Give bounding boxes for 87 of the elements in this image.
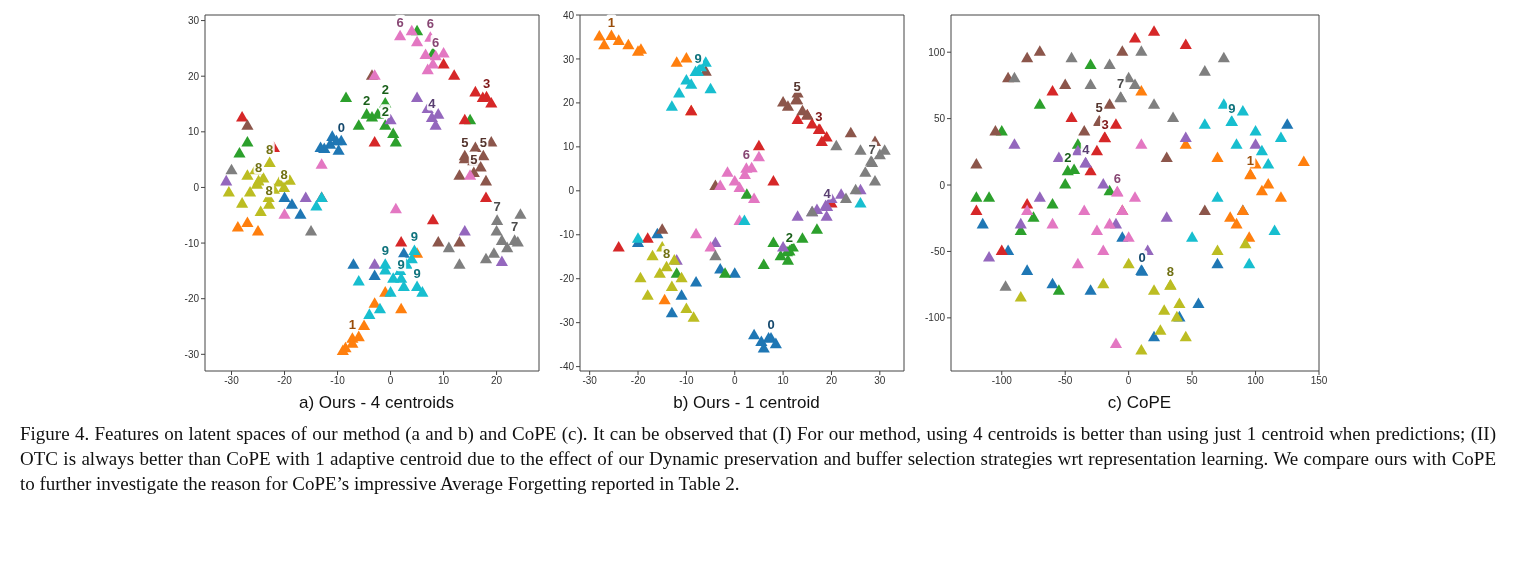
series-label: 0 bbox=[767, 316, 775, 332]
annotation: 8 bbox=[266, 141, 274, 157]
series-label: 7 bbox=[1116, 76, 1125, 92]
y-tick-label: 20 bbox=[187, 70, 200, 82]
x-tick-label: -50 bbox=[1057, 375, 1073, 387]
annotation: 7 bbox=[493, 199, 501, 215]
series-label: 7 bbox=[868, 141, 876, 157]
series-label: 2 bbox=[785, 229, 794, 245]
series-label: 2 bbox=[381, 104, 389, 120]
y-tick-label: -30 bbox=[559, 317, 575, 329]
caption: Figure 4. Features on latent spaces of our method (a and b) and CoPE (c). It can be observed that (I) For our method, using 4 centroids is better than using just 1 centroid when predictions; (II) OTC is always better than CoPE with 1 adaptive centroid due to the effect of our Dynamic preservation and buffer selection strategies wrt representation learning. We compare ours with CoPE to further investigate the reason for CoPE’s impressive Average Forgetting reported in Table 2. bbox=[19, 422, 1497, 496]
y-tick-label: 100 bbox=[928, 46, 946, 58]
series-label: 2 bbox=[1064, 149, 1072, 165]
x-tick-label: -100 bbox=[991, 375, 1013, 387]
series-label: 1 bbox=[607, 14, 616, 30]
series-label: 5 bbox=[793, 78, 801, 94]
x-tick-label: -20 bbox=[277, 375, 293, 387]
x-tick-label: -10 bbox=[679, 375, 695, 387]
x-tick-label: 0 bbox=[731, 375, 738, 387]
y-tick-label: 30 bbox=[562, 53, 575, 65]
series-label: 4 bbox=[823, 185, 832, 201]
series-label: 7 bbox=[511, 219, 519, 235]
x-tick-label: 0 bbox=[387, 375, 394, 387]
x-axis-title: b) Ours - 1 centroid bbox=[672, 393, 821, 413]
x-tick-label: -20 bbox=[630, 375, 646, 387]
y-tick-label: 0 bbox=[939, 179, 946, 191]
x-tick-label: 100 bbox=[1247, 375, 1265, 387]
y-tick-label: 10 bbox=[562, 141, 575, 153]
y-tick-label: 20 bbox=[562, 97, 575, 109]
series-label: 0 bbox=[337, 119, 345, 135]
x-tick-label: 10 bbox=[438, 375, 450, 387]
y-tick-label: 40 bbox=[562, 9, 575, 21]
series-label: 9 bbox=[1228, 100, 1236, 116]
annotation: 2 bbox=[363, 93, 371, 109]
y-tick-label: 10 bbox=[187, 126, 200, 138]
annotation: 6 bbox=[426, 16, 434, 32]
x-tick-label: -30 bbox=[224, 375, 240, 387]
y-tick-label: -20 bbox=[184, 293, 200, 305]
series-label: 3 bbox=[1101, 116, 1109, 132]
y-tick-label: 0 bbox=[193, 181, 200, 193]
x-tick-label: 20 bbox=[825, 375, 838, 387]
x-tick-label: 50 bbox=[1186, 375, 1199, 387]
x-tick-label: 150 bbox=[1310, 375, 1328, 387]
y-tick-label: 30 bbox=[187, 15, 200, 27]
y-tick-label: -100 bbox=[924, 312, 946, 324]
y-tick-label: -50 bbox=[930, 246, 946, 257]
annotation: 8 bbox=[280, 166, 288, 182]
series-label: 5 bbox=[1095, 99, 1103, 115]
x-tick-label: 20 bbox=[491, 375, 503, 387]
annotation: 8 bbox=[254, 159, 263, 175]
x-tick-label: -30 bbox=[582, 375, 598, 387]
annotation: 2 bbox=[381, 82, 389, 97]
x-axis-title: a) Ours - 4 centroids bbox=[298, 393, 455, 413]
series-label: 3 bbox=[482, 75, 491, 91]
annotation: 5 bbox=[461, 134, 469, 150]
x-axis-title: c) CoPE bbox=[1106, 393, 1173, 413]
series-label: 9 bbox=[397, 257, 405, 273]
series-label: 8 bbox=[265, 183, 273, 199]
x-tick-label: 0 bbox=[1125, 375, 1132, 387]
series-label: 1 bbox=[1246, 153, 1254, 169]
series-label: 3 bbox=[815, 108, 823, 124]
y-tick-label: 50 bbox=[933, 113, 946, 125]
annotation: 9 bbox=[381, 243, 389, 259]
series-label: 9 bbox=[694, 50, 702, 66]
series-label: 6 bbox=[742, 147, 750, 163]
y-tick-label: 0 bbox=[568, 185, 575, 197]
annotation: 9 bbox=[413, 265, 421, 281]
series-label: 4 bbox=[1082, 142, 1091, 158]
series-label: 6 bbox=[432, 34, 440, 50]
series-label: 1 bbox=[348, 317, 356, 333]
series-label: 6 bbox=[1113, 170, 1121, 186]
y-tick-label: -40 bbox=[559, 361, 575, 373]
annotation: 5 bbox=[479, 134, 487, 150]
series-label: 8 bbox=[1166, 264, 1174, 280]
y-tick-label: -10 bbox=[184, 237, 200, 249]
annotation: 9 bbox=[410, 229, 419, 245]
x-tick-label: -10 bbox=[330, 375, 346, 387]
series-label: 4 bbox=[428, 96, 437, 112]
y-tick-label: -30 bbox=[184, 348, 200, 360]
x-tick-label: 30 bbox=[874, 375, 886, 387]
y-tick-label: -20 bbox=[559, 273, 575, 285]
series-label: 5 bbox=[470, 151, 478, 167]
y-tick-label: -10 bbox=[559, 229, 575, 241]
annotation: 6 bbox=[396, 14, 404, 30]
x-tick-label: 10 bbox=[777, 375, 790, 387]
series-label: 0 bbox=[1138, 250, 1146, 266]
series-label: 8 bbox=[662, 245, 671, 261]
